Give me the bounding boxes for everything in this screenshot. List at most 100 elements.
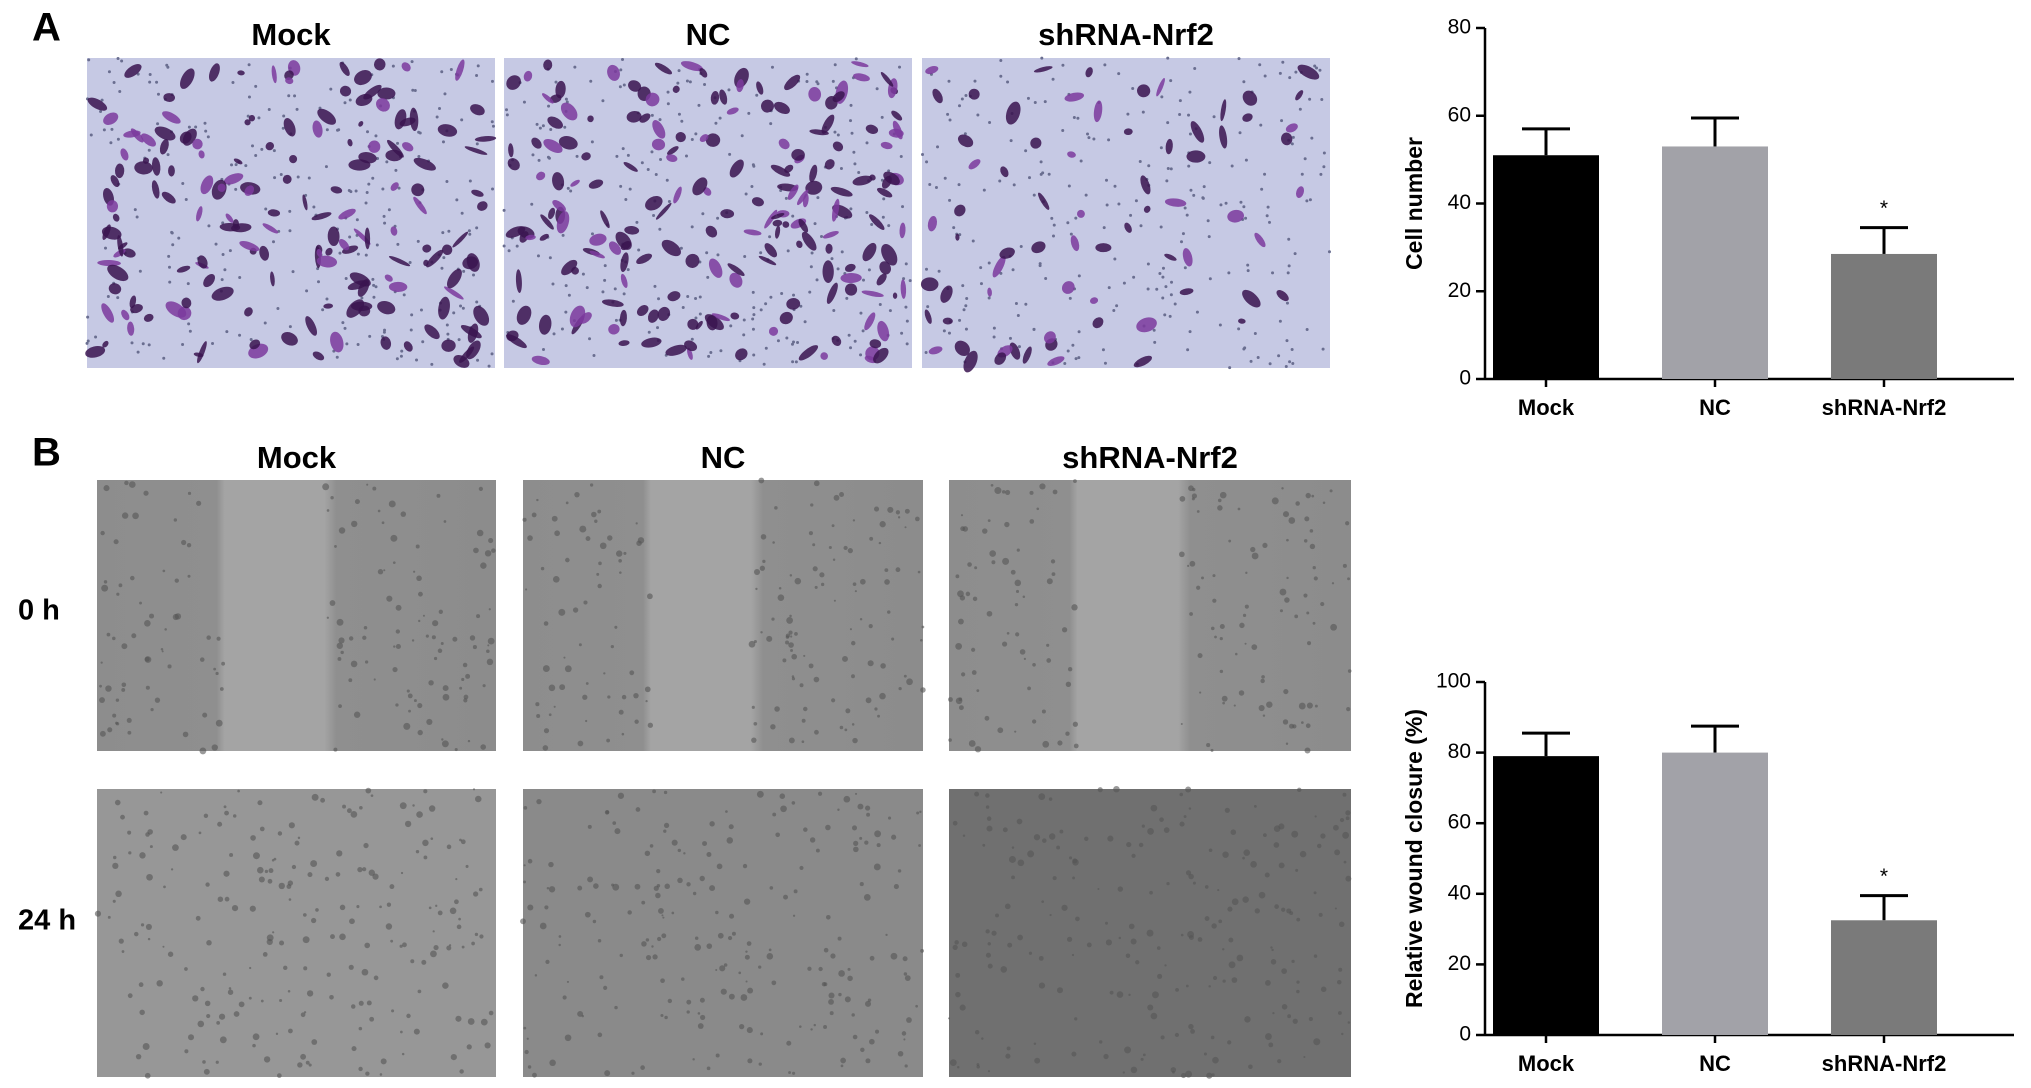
speck bbox=[1130, 1066, 1138, 1074]
speck bbox=[146, 873, 153, 881]
speck bbox=[808, 531, 813, 536]
speck bbox=[1303, 157, 1307, 161]
speck bbox=[697, 1023, 704, 1029]
cell bbox=[1092, 317, 1104, 329]
speck bbox=[1049, 913, 1052, 917]
speck bbox=[246, 114, 250, 118]
speck bbox=[601, 290, 605, 294]
speck bbox=[1242, 896, 1249, 903]
speck bbox=[252, 1043, 256, 1048]
speck bbox=[121, 688, 126, 692]
speck bbox=[1004, 521, 1010, 528]
speck bbox=[747, 1058, 753, 1064]
speck bbox=[523, 864, 526, 867]
speck bbox=[947, 79, 951, 83]
speck bbox=[1236, 954, 1244, 962]
speck bbox=[1320, 98, 1324, 102]
speck bbox=[1224, 201, 1228, 205]
speck bbox=[1046, 658, 1052, 663]
speck bbox=[1059, 829, 1064, 834]
speck bbox=[1318, 912, 1323, 917]
cell bbox=[508, 143, 514, 158]
speck bbox=[263, 1056, 271, 1063]
speck bbox=[666, 90, 670, 94]
speck bbox=[681, 977, 685, 981]
speck bbox=[478, 887, 483, 892]
speck bbox=[211, 341, 215, 345]
speck bbox=[825, 824, 831, 831]
speck bbox=[597, 509, 602, 514]
cell bbox=[608, 324, 620, 335]
speck bbox=[1103, 1053, 1109, 1060]
speck bbox=[1028, 176, 1032, 180]
speck bbox=[450, 1053, 457, 1061]
speck bbox=[1210, 626, 1215, 631]
speck bbox=[621, 147, 625, 151]
speck bbox=[288, 325, 292, 329]
speck bbox=[633, 692, 639, 699]
cell bbox=[1219, 125, 1228, 149]
speck bbox=[276, 1073, 282, 1078]
cell bbox=[589, 250, 605, 259]
speck bbox=[752, 353, 756, 357]
x-tick-label: NC bbox=[1699, 1051, 1731, 1076]
speck bbox=[958, 104, 962, 108]
speck bbox=[875, 1029, 880, 1034]
speck bbox=[1221, 695, 1228, 702]
speck bbox=[361, 968, 369, 976]
speck bbox=[392, 666, 398, 673]
speck bbox=[957, 590, 964, 598]
speck bbox=[532, 1072, 537, 1078]
speck bbox=[1189, 188, 1193, 192]
speck bbox=[1161, 266, 1165, 270]
speck bbox=[803, 654, 806, 657]
cell bbox=[824, 159, 835, 170]
speck bbox=[1071, 1051, 1077, 1057]
speck bbox=[1281, 487, 1284, 490]
speck bbox=[462, 269, 466, 273]
speck bbox=[905, 319, 909, 323]
speck bbox=[1312, 621, 1316, 625]
speck bbox=[1086, 942, 1092, 948]
speck bbox=[812, 566, 818, 572]
speck bbox=[522, 517, 527, 522]
cell bbox=[1242, 113, 1253, 122]
cell bbox=[687, 318, 699, 330]
speck bbox=[364, 201, 368, 205]
speck bbox=[660, 978, 665, 984]
speck bbox=[1307, 641, 1312, 646]
speck bbox=[488, 538, 494, 544]
speck bbox=[957, 1066, 960, 1069]
speck bbox=[216, 636, 221, 641]
speck bbox=[1303, 1055, 1306, 1059]
speck bbox=[820, 582, 825, 587]
speck bbox=[1203, 1052, 1207, 1056]
speck bbox=[347, 189, 351, 193]
speck bbox=[356, 905, 360, 909]
speck bbox=[446, 945, 452, 951]
speck bbox=[421, 340, 425, 344]
speck bbox=[829, 1011, 834, 1016]
cell bbox=[623, 161, 638, 172]
speck bbox=[351, 1046, 357, 1052]
speck bbox=[219, 687, 224, 691]
speck bbox=[755, 93, 759, 97]
cell bbox=[192, 138, 203, 150]
speck bbox=[985, 805, 990, 809]
speck bbox=[867, 998, 872, 1002]
cell bbox=[692, 177, 708, 196]
speck bbox=[121, 643, 128, 650]
speck bbox=[974, 566, 978, 570]
speck bbox=[658, 907, 664, 914]
speck bbox=[490, 352, 494, 356]
speck bbox=[1130, 938, 1137, 945]
speck bbox=[742, 318, 746, 322]
cell bbox=[262, 223, 279, 234]
speck bbox=[279, 173, 283, 177]
speck bbox=[919, 810, 922, 814]
speck bbox=[534, 974, 538, 977]
speck bbox=[311, 1039, 318, 1045]
speck bbox=[847, 333, 851, 337]
speck bbox=[805, 80, 809, 84]
speck bbox=[536, 498, 539, 502]
